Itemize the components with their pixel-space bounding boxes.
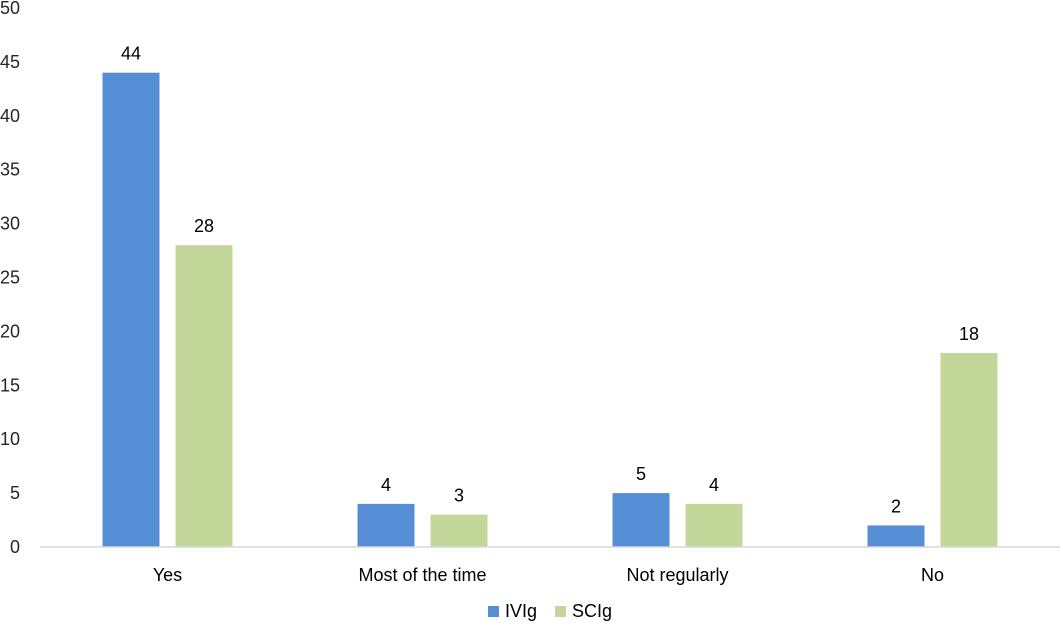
y-tick-label: 30: [0, 214, 20, 234]
bar-scig-3: [940, 352, 998, 547]
bar-ivig-1: [357, 503, 415, 547]
data-label: 2: [891, 496, 901, 516]
y-tick-label: 40: [0, 106, 20, 126]
bar-ivig-3: [867, 525, 925, 547]
data-label: 4: [709, 475, 719, 495]
y-tick-label: 5: [10, 483, 20, 503]
legend-swatch-scig: [555, 606, 566, 617]
legend-swatch-ivig: [487, 606, 499, 617]
y-tick-label: 15: [0, 375, 20, 395]
x-tick-label: Yes: [153, 565, 182, 585]
data-labels: 44 28 4 3 5 4 2 18: [121, 44, 979, 517]
y-tick-label: 0: [10, 537, 20, 557]
x-tick-label: Not regularly: [626, 565, 728, 585]
legend-label: SCIg: [572, 601, 612, 621]
bar-scig-1: [430, 514, 488, 547]
data-label: 28: [194, 216, 214, 236]
bar-ivig-2: [612, 493, 670, 547]
y-tick-label: 45: [0, 52, 20, 72]
bar-ivig-0: [102, 72, 160, 548]
y-tick-label: 25: [0, 268, 20, 288]
y-tick-label: 20: [0, 321, 20, 341]
data-label: 18: [959, 324, 979, 344]
data-label: 3: [454, 486, 464, 506]
bars: [102, 72, 998, 548]
legend: IVIg SCIg: [487, 601, 612, 621]
x-tick-label: No: [921, 565, 944, 585]
data-label: 5: [636, 464, 646, 484]
data-label: 4: [381, 475, 391, 495]
legend-label: IVIg: [505, 601, 537, 621]
y-tick-label: 35: [0, 160, 20, 180]
y-axis: 0 5 10 15 20 25 30 35 40 45 50: [0, 0, 20, 557]
bar-scig-0: [175, 245, 233, 547]
data-label: 44: [121, 44, 141, 64]
y-tick-label: 10: [0, 429, 20, 449]
y-tick-label: 50: [0, 0, 20, 18]
x-axis: Yes Most of the time Not regularly No: [153, 565, 944, 585]
bar-scig-2: [685, 503, 743, 547]
x-tick-label: Most of the time: [358, 565, 486, 585]
